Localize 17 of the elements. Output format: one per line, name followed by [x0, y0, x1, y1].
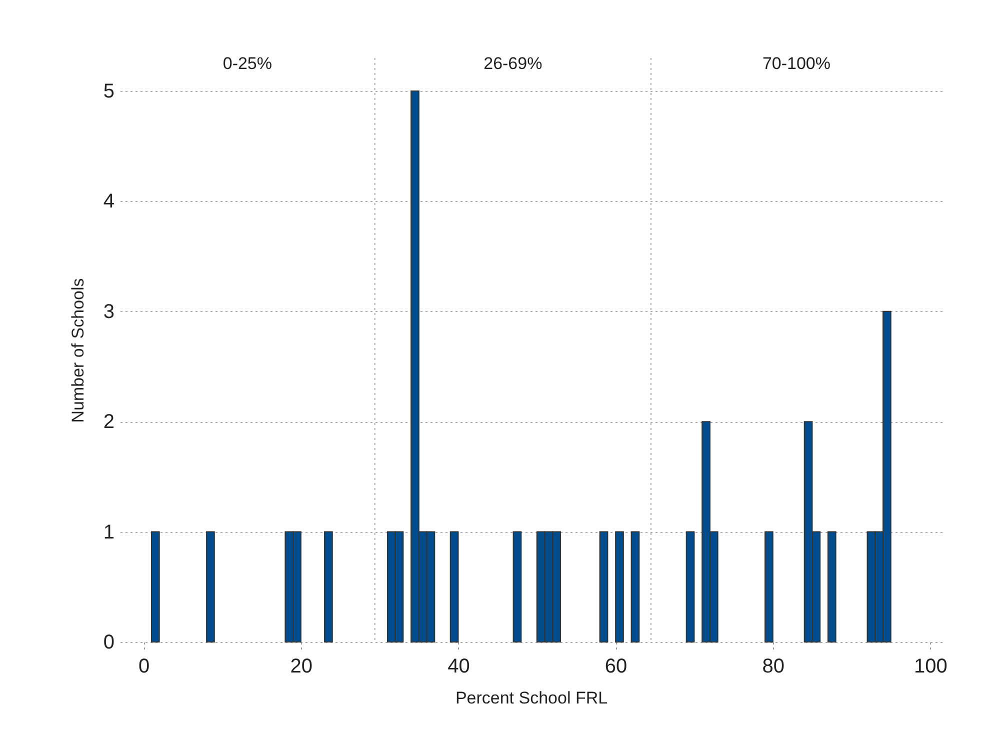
x-tick-label: 80	[762, 656, 785, 678]
y-axis-title: Number of Schools	[68, 278, 88, 423]
x-tick-label: 60	[604, 656, 628, 678]
x-tick-label: 20	[290, 656, 313, 678]
y-tick-label: 0	[103, 632, 114, 654]
annotation: 70-100%	[762, 54, 831, 73]
x-tick-label: 100	[914, 656, 948, 678]
y-tick-label: 2	[103, 411, 114, 434]
annotation: 0-25%	[222, 54, 272, 73]
x-tick-label: 40	[448, 656, 470, 678]
x-axis-title: Percent School FRL	[455, 688, 608, 708]
y-tick-label: 3	[103, 300, 114, 323]
y-tick-label: 4	[103, 190, 114, 213]
y-tick-label: 5	[103, 80, 114, 103]
y-tick-label: 1	[103, 521, 114, 544]
x-tick-label: 0	[138, 656, 150, 678]
annotation: 26-69%	[484, 54, 542, 73]
